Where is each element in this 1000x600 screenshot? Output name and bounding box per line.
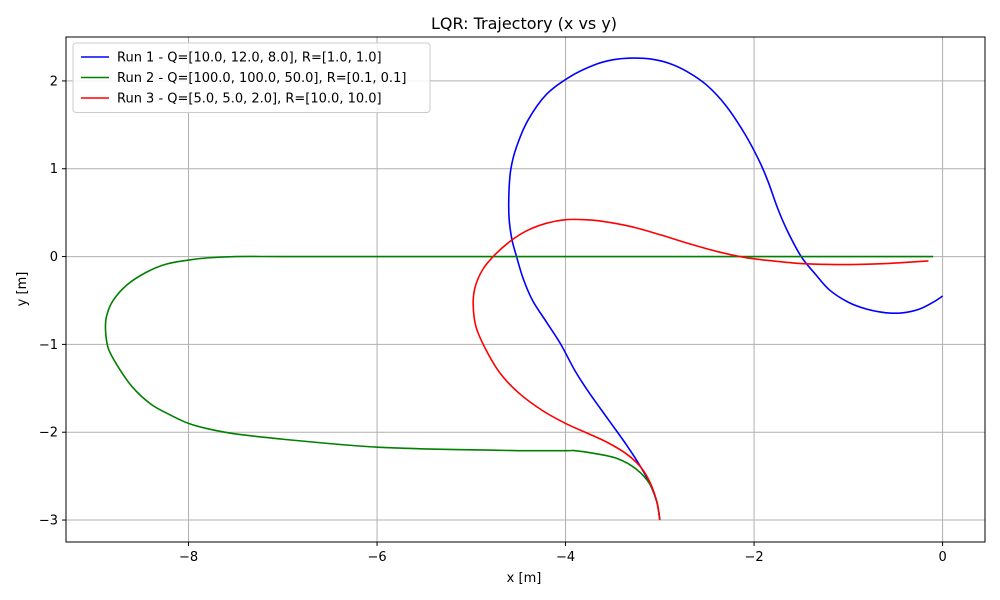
legend-box: [72, 42, 431, 113]
plot-area: [104, 57, 944, 521]
x-axis-label: x [m]: [507, 571, 542, 586]
legend-label: Run 3 - Q=[5.0, 5.0, 2.0], R=[10.0, 10.0…: [117, 92, 382, 107]
series-line-run-1: [507, 57, 944, 521]
y-axis-label: y [m]: [15, 272, 30, 307]
legend-label: Run 2 - Q=[100.0, 100.0, 50.0], R=[0.1, …: [117, 71, 406, 86]
y-tick-label: −1: [39, 338, 58, 353]
series-line-run-2: [104, 255, 934, 521]
y-tick-label: 1: [50, 162, 58, 177]
x-axis-ticks: −8 −6 −4 −2 0: [179, 542, 947, 565]
legend-label: Run 1 - Q=[10.0, 12.0, 8.0], R=[1.0, 1.0…: [117, 51, 382, 66]
y-tick-label: 2: [50, 74, 58, 89]
x-tick-label: 0: [938, 550, 946, 565]
series-line-run-3: [472, 218, 929, 521]
x-tick-label: −4: [556, 550, 575, 565]
y-tick-label: −2: [39, 426, 58, 441]
legend: Run 1 - Q=[10.0, 12.0, 8.0], R=[1.0, 1.0…: [72, 42, 431, 113]
chart-title: LQR: Trajectory (x vs y): [431, 14, 617, 33]
x-tick-label: −6: [367, 550, 386, 565]
x-tick-label: −2: [744, 550, 763, 565]
y-tick-label: −3: [39, 514, 58, 529]
x-tick-label: −8: [179, 550, 198, 565]
y-tick-label: 0: [50, 250, 58, 265]
y-axis-ticks: −3 −2 −1 0 1 2: [39, 74, 66, 529]
plot-frame: [65, 36, 986, 543]
